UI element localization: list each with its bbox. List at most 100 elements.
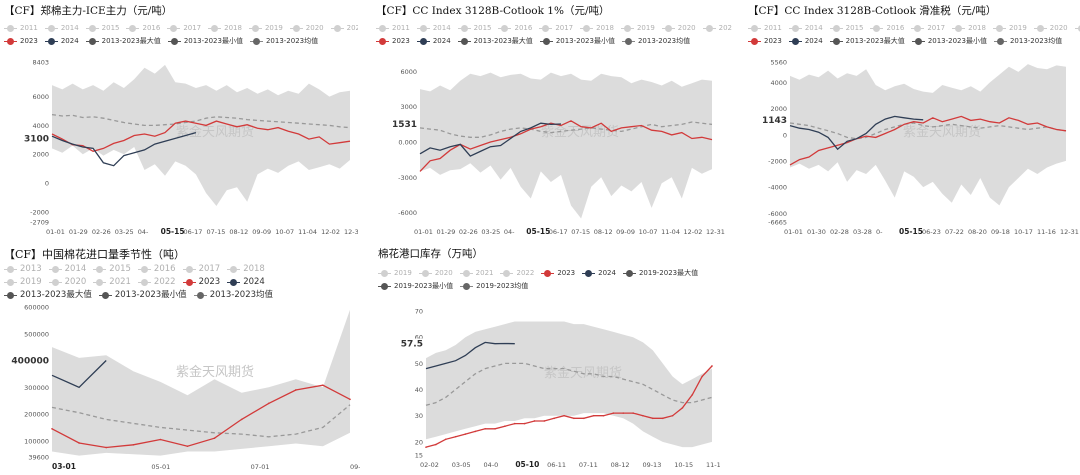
legend-item-2023[interactable]: 2023 — [541, 267, 575, 281]
legend-label: 2014 — [60, 24, 79, 32]
legend-item-2016[interactable]: 2016 — [137, 263, 176, 277]
legend-label: 2013-2023最小值 — [183, 37, 243, 45]
legend-item-2015[interactable]: 2015 — [829, 22, 863, 36]
legend-marker — [416, 25, 430, 32]
legend-item-2011[interactable]: 2011 — [4, 22, 38, 36]
legend-marker — [457, 38, 471, 45]
legend-marker — [182, 279, 196, 286]
legend-item-2013-2023[interactable]: 2013-2023最小值 — [98, 289, 187, 303]
legend-item-2020[interactable]: 2020 — [661, 22, 696, 36]
legend-item-2018[interactable]: 2018 — [227, 263, 265, 277]
x-tick-label: 08-20 — [968, 228, 987, 236]
point-2023 — [691, 393, 694, 396]
legend-item-2019[interactable]: 2019 — [620, 22, 655, 36]
legend-item-2013-2023[interactable]: 2013-2023最大值 — [829, 35, 905, 49]
legend-item-2019[interactable]: 2019 — [992, 22, 1027, 36]
legend-item-2013-2023[interactable]: 2013-2023最大值 — [457, 35, 533, 49]
legend-item-2022[interactable]: 2022 — [137, 276, 176, 290]
legend-item-2014[interactable]: 2014 — [44, 22, 79, 36]
legend-item-2013-2023[interactable]: 2013-2023最小值 — [539, 35, 615, 49]
legend-item-2013-2023[interactable]: 2013-2023均值 — [621, 35, 690, 49]
y-tick-label: -6665 — [768, 219, 787, 227]
x-tick-label: 05-15 — [161, 227, 185, 236]
x-tick-label: 09-13 — [642, 461, 661, 469]
x-tick-label: 10-07 — [639, 228, 658, 236]
legend-item-2019-2023[interactable]: 2019-2023最小值 — [378, 280, 453, 294]
y-tick-label: -2000 — [768, 157, 787, 165]
legend-item-2017[interactable]: 2017 — [182, 263, 220, 277]
legend-item-2019[interactable]: 2019 — [378, 267, 412, 281]
point-2023 — [186, 445, 189, 447]
legend-item-2020[interactable]: 2020 — [48, 276, 86, 290]
legend-item-2017[interactable]: 2017 — [539, 22, 573, 36]
legend-item-2023[interactable]: 2023 — [182, 276, 220, 290]
y-tick-label: 20 — [415, 438, 423, 446]
legend-item-2021[interactable]: 2021 — [459, 267, 493, 281]
point-2023 — [543, 420, 546, 422]
legend-item-2018[interactable]: 2018 — [952, 22, 986, 36]
point-2023 — [295, 389, 297, 391]
watermark: 紫金天风期货 — [176, 364, 254, 380]
legend-item-2022[interactable]: 2022 — [500, 267, 534, 281]
legend-item-2013-2023[interactable]: 2013-2023最大值 — [4, 289, 92, 303]
legend-item-2020[interactable]: 2020 — [418, 267, 453, 281]
legend-item-2014[interactable]: 2014 — [416, 22, 451, 36]
legend-item-2015[interactable]: 2015 — [93, 263, 131, 277]
legend-item-2024[interactable]: 2024 — [227, 276, 265, 290]
legend-item-2019-2023[interactable]: 2019-2023最大值 — [622, 267, 698, 281]
legend-item-2017[interactable]: 2017 — [911, 22, 945, 36]
legend-item-2013[interactable]: 2013 — [4, 263, 42, 277]
legend-item-2013-2023[interactable]: 2013-2023均值 — [993, 35, 1063, 49]
legend-item-2014[interactable]: 2014 — [48, 263, 86, 277]
legend-item-2013-2023[interactable]: 2013-2023最小值 — [167, 35, 243, 49]
legend-item-2021[interactable]: 2021 — [1074, 22, 1080, 36]
legend-item-2013-2023[interactable]: 2013-2023均值 — [249, 35, 318, 49]
legend-item-2019[interactable]: 2019 — [248, 22, 283, 36]
legend-item-2021[interactable]: 2021 — [93, 276, 131, 290]
y-tick-label: 50 — [415, 360, 423, 368]
legend-item-2017[interactable]: 2017 — [167, 22, 201, 36]
legend-item-2019[interactable]: 2019 — [4, 276, 42, 290]
legend-item-2024[interactable]: 2024 — [44, 35, 79, 49]
legend-item-2023[interactable]: 2023 — [4, 35, 38, 49]
legend-item-2021[interactable]: 2021 — [702, 22, 732, 36]
x-tick-label: 0- — [876, 228, 883, 236]
legend-label: 2019 — [264, 24, 283, 32]
legend-item-2024[interactable]: 2024 — [416, 35, 451, 49]
legend-item-2023[interactable]: 2023 — [748, 35, 782, 49]
legend-row: 2023 2024 2013-2023最大值 2013-2023最小值 2013-202… — [748, 35, 1080, 48]
legend-item-2024[interactable]: 2024 — [788, 35, 823, 49]
legend-item-2019-2023[interactable]: 2019-2023均值 — [460, 280, 528, 294]
legend-row: 2013 2014 2015 2016 2017 2018 — [4, 263, 280, 276]
legend-label: 2013-2023均值 — [1009, 37, 1063, 45]
legend-item-2014[interactable]: 2014 — [788, 22, 823, 36]
legend-item-2023[interactable]: 2023 — [376, 35, 410, 49]
legend-item-2016[interactable]: 2016 — [498, 22, 532, 36]
legend-label: 2023 — [20, 37, 38, 45]
legend-marker — [620, 25, 634, 32]
range-band — [52, 64, 350, 207]
legend-item-2021[interactable]: 2021 — [330, 22, 358, 36]
y-tick-label: 0.000 — [398, 139, 417, 147]
legend-marker — [126, 25, 140, 32]
legend-item-2016[interactable]: 2016 — [126, 22, 160, 36]
legend-label: 2014 — [804, 24, 823, 32]
legend-item-2020[interactable]: 2020 — [289, 22, 324, 36]
legend-label: 2019 — [394, 269, 412, 277]
x-tick-label: 07-01 — [251, 463, 270, 471]
legend-item-2013-2023[interactable]: 2013-2023最小值 — [911, 35, 987, 49]
legend-item-2011[interactable]: 2011 — [376, 22, 410, 36]
point-2023 — [533, 420, 536, 422]
legend-item-2015[interactable]: 2015 — [85, 22, 119, 36]
x-tick-label: 01-01 — [784, 228, 803, 236]
legend-item-2013-2023[interactable]: 2013-2023均值 — [193, 289, 273, 303]
legend-item-2016[interactable]: 2016 — [870, 22, 904, 36]
x-tick-label: 04- — [138, 228, 149, 236]
legend-item-2011[interactable]: 2011 — [748, 22, 782, 36]
legend-item-2013-2023[interactable]: 2013-2023最大值 — [85, 35, 161, 49]
legend-item-2020[interactable]: 2020 — [1033, 22, 1068, 36]
legend-item-2018[interactable]: 2018 — [580, 22, 614, 36]
legend-item-2018[interactable]: 2018 — [208, 22, 242, 36]
legend-item-2024[interactable]: 2024 — [582, 267, 616, 281]
legend-item-2015[interactable]: 2015 — [457, 22, 491, 36]
